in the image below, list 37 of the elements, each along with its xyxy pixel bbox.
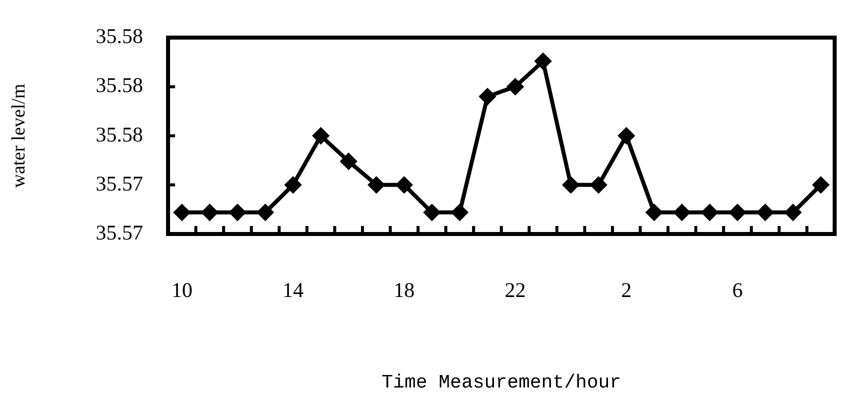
point — [702, 204, 718, 220]
point — [229, 204, 246, 220]
x-tick-label: 10 — [171, 278, 192, 302]
x-axis-title: Time Measurement/hour — [382, 372, 622, 394]
point — [479, 88, 496, 105]
point — [812, 176, 829, 193]
point — [757, 204, 774, 220]
y-axis-title: water level/m — [8, 84, 30, 188]
point — [590, 176, 607, 193]
point — [396, 176, 412, 193]
point — [646, 204, 662, 220]
x-tick-label: 2 — [621, 278, 632, 302]
x-tick-label: 6 — [732, 278, 743, 302]
point — [202, 204, 218, 220]
point — [729, 204, 746, 220]
point — [618, 128, 634, 144]
point — [674, 204, 690, 220]
point — [340, 153, 357, 170]
y-tick-label: 35.58 — [96, 73, 144, 98]
y-tick-label: 35.57 — [96, 220, 144, 245]
point — [312, 128, 329, 144]
point — [174, 204, 190, 220]
point — [785, 204, 802, 220]
point — [452, 204, 468, 220]
y-tick-label: 35.57 — [96, 171, 144, 196]
point — [562, 176, 579, 193]
y-tick-label: 35.58 — [96, 122, 144, 146]
point — [535, 53, 552, 70]
x-tick-label: 22 — [504, 278, 526, 302]
x-tick-label: 18 — [394, 278, 415, 302]
x-tick-label: 14 — [282, 278, 304, 302]
point — [257, 204, 274, 220]
point — [368, 176, 384, 193]
point — [424, 204, 440, 220]
point — [285, 176, 302, 193]
point — [507, 78, 524, 95]
y-tick-label: 35.58 — [96, 24, 144, 48]
